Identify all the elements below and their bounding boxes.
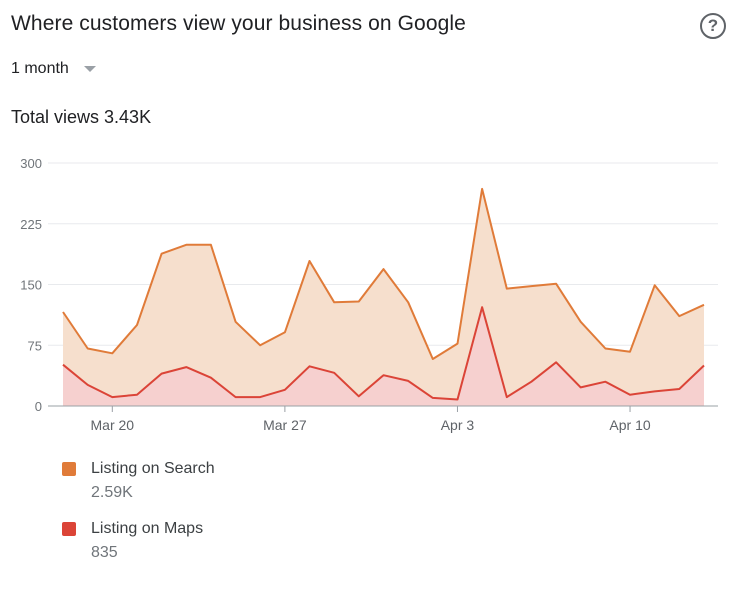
- help-circle-icon[interactable]: ?: [700, 13, 726, 39]
- views-chart: 0 75 150 225 300 Mar 20 Mar 27 Apr 3 Apr 10: [20, 156, 718, 433]
- caret-down-icon: [83, 66, 96, 72]
- line-search: [62, 187, 705, 360]
- legend-search: Listing on Search 2.59K: [62, 460, 215, 502]
- page-title: Where customers view your business on Go…: [11, 12, 466, 35]
- total-views-label: Total views: [11, 107, 100, 127]
- legend-swatch-maps: [62, 522, 76, 536]
- period-dropdown[interactable]: 1 month: [11, 60, 96, 78]
- line-maps: [62, 306, 705, 401]
- y-tick-label-150: 150: [20, 278, 42, 293]
- period-label: 1 month: [11, 60, 69, 77]
- area-search: [63, 188, 704, 406]
- y-tick-label-75: 75: [28, 338, 42, 353]
- legend-value-maps: 835: [91, 544, 118, 561]
- x-tick-label: Mar 20: [91, 417, 135, 433]
- y-tick-label-0: 0: [35, 399, 42, 414]
- total-views: Total views 3.43K: [11, 107, 151, 128]
- x-tick-label: Mar 27: [263, 417, 307, 433]
- legend-value-search: 2.59K: [91, 484, 133, 501]
- y-tick-label-225: 225: [20, 217, 42, 232]
- legend-swatch-search: [62, 462, 76, 476]
- x-tick-label: Apr 3: [441, 417, 475, 433]
- area-maps: [63, 307, 704, 406]
- total-views-value: 3.43K: [104, 107, 152, 127]
- x-tick-label: Apr 10: [609, 417, 650, 433]
- legend-name-search: Listing on Search: [91, 460, 215, 477]
- legend-name-maps: Listing on Maps: [91, 520, 204, 537]
- y-tick-label-300: 300: [20, 156, 42, 171]
- legend-maps: Listing on Maps 835: [62, 520, 203, 562]
